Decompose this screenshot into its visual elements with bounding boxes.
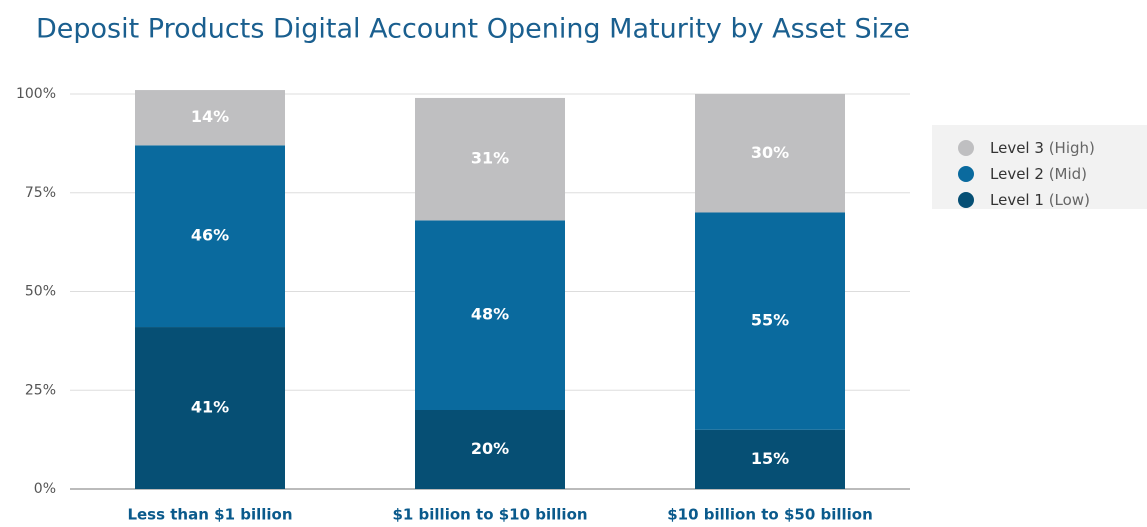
bar-segment <box>135 327 285 489</box>
data-label: 55% <box>751 311 789 330</box>
y-tick-label: 50% <box>25 284 56 300</box>
legend-label: Level 2 (Mid) <box>990 165 1087 183</box>
bar-segment <box>415 220 565 410</box>
legend-qualifier: (High) <box>1049 139 1095 157</box>
bar-segment <box>695 212 845 430</box>
data-label: 14% <box>191 107 229 126</box>
x-tick-label: $10 billion to $50 billion <box>667 506 873 524</box>
bar-segment <box>135 90 285 146</box>
data-label: 30% <box>751 143 789 162</box>
legend-name: Level 1 <box>990 191 1044 209</box>
bar-segment <box>695 429 845 489</box>
legend-name: Level 2 <box>990 165 1044 183</box>
x-tick-label: Less than $1 billion <box>127 506 292 524</box>
data-label: 46% <box>191 226 229 245</box>
bar-segment <box>415 97 565 221</box>
bar-segment <box>135 145 285 328</box>
legend-label: Level 1 (Low) <box>990 191 1090 209</box>
legend-swatch <box>958 140 974 156</box>
bar-segment <box>415 410 565 489</box>
legend-swatch <box>958 166 974 182</box>
legend-qualifier: (Low) <box>1049 191 1090 209</box>
legend-name: Level 3 <box>990 139 1044 157</box>
data-label: 31% <box>471 149 509 168</box>
chart-title: Deposit Products Digital Account Opening… <box>36 14 910 45</box>
data-label: 15% <box>751 449 789 468</box>
y-tick-label: 0% <box>34 481 56 497</box>
y-tick-label: 100% <box>16 86 56 102</box>
x-tick-label: $1 billion to $10 billion <box>392 506 587 524</box>
y-tick-label: 25% <box>25 382 56 398</box>
legend-label: Level 3 (High) <box>990 139 1095 157</box>
data-label: 48% <box>471 305 509 324</box>
y-tick-label: 75% <box>25 185 56 201</box>
data-label: 41% <box>191 398 229 417</box>
data-label: 20% <box>471 439 509 458</box>
legend-swatch <box>958 192 974 208</box>
bar-segment <box>695 94 845 213</box>
legend-qualifier: (Mid) <box>1049 165 1087 183</box>
